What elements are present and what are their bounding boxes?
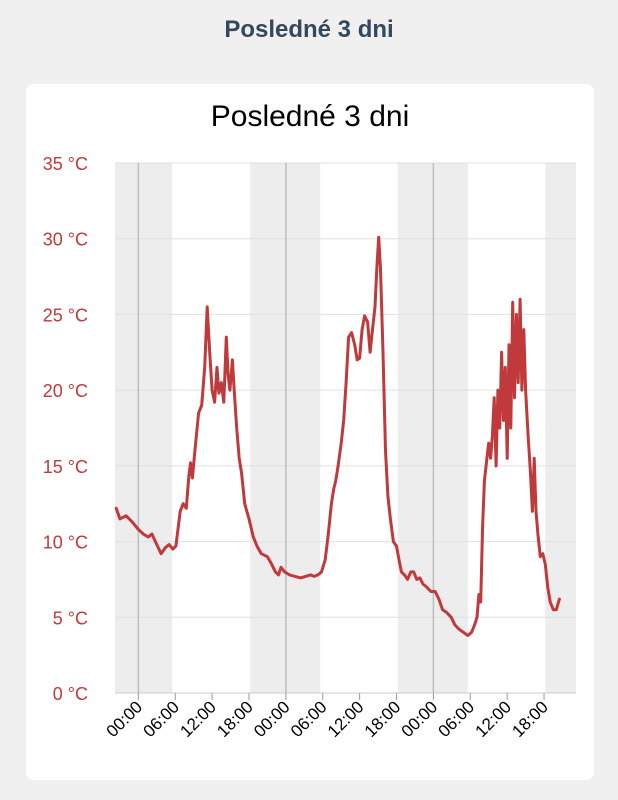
midnight-lines bbox=[137, 163, 435, 693]
night-band bbox=[115, 163, 173, 693]
x-tick-label: 00:00 bbox=[398, 697, 442, 741]
x-tick-label: 06:00 bbox=[435, 697, 479, 741]
chart-card: Posledné 3 dni 0 °C 5 °C 10 °C 15 °C 20 °C 25… bbox=[26, 84, 594, 780]
y-tick-label: 35 °C bbox=[43, 154, 88, 174]
x-tick-label: 18:00 bbox=[508, 697, 552, 741]
series-line-0 bbox=[114, 235, 561, 637]
x-tick-label: 12:00 bbox=[176, 697, 220, 741]
series-layer bbox=[114, 235, 561, 637]
chart-title: Posledné 3 dni bbox=[211, 100, 410, 133]
night-band bbox=[545, 163, 576, 693]
y-tick-label: 0 °C bbox=[53, 684, 88, 704]
x-tick-labels: 00:0006:0012:0018:0000:0006:0012:0018:00… bbox=[103, 697, 552, 741]
y-tick-label: 20 °C bbox=[43, 381, 88, 401]
x-tick-label: 06:00 bbox=[140, 697, 184, 741]
y-tick-label: 10 °C bbox=[43, 533, 88, 553]
y-tick-label: 25 °C bbox=[43, 305, 88, 325]
page-title: Posledné 3 dni bbox=[224, 16, 394, 43]
axes bbox=[115, 692, 576, 700]
x-tick-label: 12:00 bbox=[324, 697, 368, 741]
x-tick-label: 18:00 bbox=[213, 697, 257, 741]
y-tick-label: 15 °C bbox=[43, 457, 88, 477]
temperature-chart: Posledné 3 dni 0 °C 5 °C 10 °C 15 °C 20 °C 25… bbox=[43, 100, 576, 741]
y-tick-labels: 0 °C 5 °C 10 °C 15 °C 20 °C 25 °C 30 °C 35 °C bbox=[43, 154, 88, 704]
x-tick-label: 12:00 bbox=[471, 697, 515, 741]
x-tick-label: 00:00 bbox=[250, 697, 294, 741]
y-tick-label: 5 °C bbox=[53, 608, 88, 628]
y-tick-label: 30 °C bbox=[43, 230, 88, 250]
x-tick-label: 00:00 bbox=[103, 697, 147, 741]
x-tick-label: 18:00 bbox=[361, 697, 405, 741]
x-tick-label: 06:00 bbox=[287, 697, 331, 741]
